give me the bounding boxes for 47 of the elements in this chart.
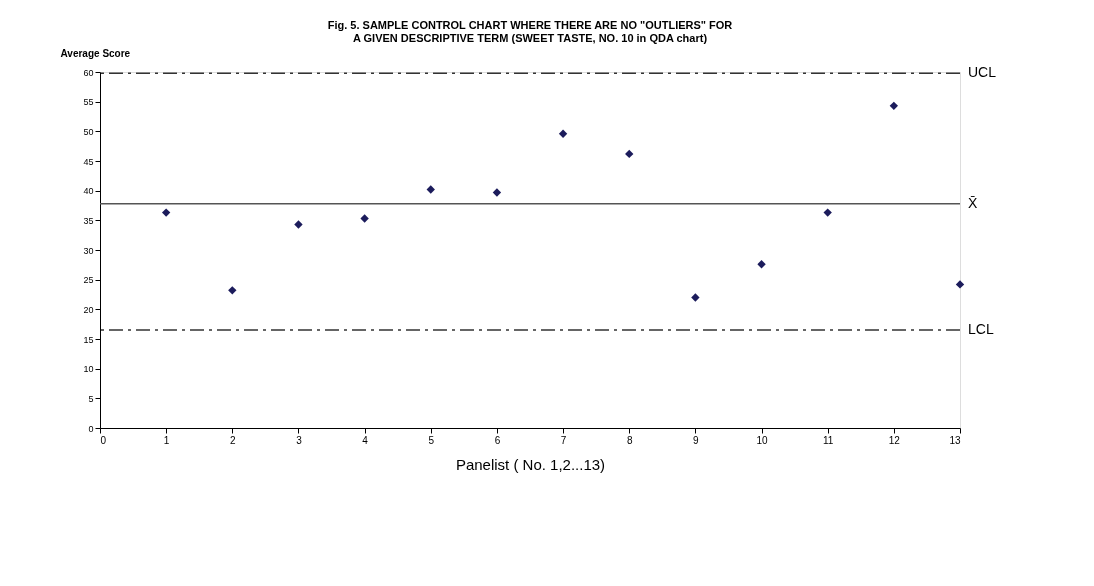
point — [492, 188, 502, 197]
y-tick-label: 15 — [83, 334, 94, 345]
x-tick-label: 5 — [428, 434, 435, 446]
x-tick-label: 2 — [230, 434, 237, 446]
point — [757, 260, 766, 269]
point — [955, 280, 965, 289]
text: A GIVEN DESCRIPTIVE TERM (SWEET TASTE, NO. 10 in QDA chart) — [352, 32, 708, 44]
x-tick-label: 12 — [888, 434, 901, 446]
y-tick-label: 20 — [83, 304, 94, 315]
y-tick-label: 50 — [83, 126, 94, 137]
x-tick-label: 9 — [693, 434, 700, 446]
x-tick-label: 7 — [560, 434, 567, 446]
point — [625, 149, 634, 159]
point — [426, 185, 435, 194]
point — [558, 129, 568, 138]
y-tick-label: 40 — [83, 186, 94, 197]
x-tick-label: 11 — [823, 434, 834, 446]
y-tick-label: 60 — [83, 67, 94, 78]
point — [889, 101, 899, 110]
ref-line-label: LCL — [968, 321, 994, 338]
y-axis-title: Average Score — [60, 47, 131, 59]
y-tick-label: 5 — [88, 393, 94, 404]
y-tick-label: 10 — [83, 364, 94, 375]
text: Fig. 5. SAMPLE CONTROL CHART WHERE THERE ARE NO "OUTLIERS" FOR — [327, 19, 733, 31]
point — [823, 208, 832, 217]
x-tick-label: 0 — [100, 434, 107, 446]
point — [691, 293, 700, 302]
y-tick-label: 0 — [88, 423, 94, 434]
y-tick-label: 55 — [83, 97, 94, 108]
x-tick-label: 13 — [949, 434, 961, 446]
x-tick-label: 6 — [494, 434, 501, 446]
x-axis-title: Panelist ( No. 1,2...13) — [455, 455, 606, 473]
x-tick-label: 8 — [626, 434, 633, 446]
x-tick-label: 3 — [296, 434, 303, 446]
x-tick-label: 4 — [362, 434, 369, 446]
y-tick-label: 25 — [83, 275, 94, 286]
point — [360, 214, 369, 223]
y-tick-label: 30 — [83, 245, 94, 256]
y-tick-label: 45 — [83, 156, 94, 167]
x-tick-label: 1 — [163, 434, 170, 446]
ref-line-label: UCL — [968, 64, 997, 81]
x-tick-label: 10 — [756, 434, 769, 446]
ref-line-label: X̄ — [968, 194, 978, 211]
point — [294, 220, 303, 229]
point — [161, 208, 171, 217]
y-tick-label: 35 — [83, 215, 94, 226]
point — [228, 286, 237, 295]
